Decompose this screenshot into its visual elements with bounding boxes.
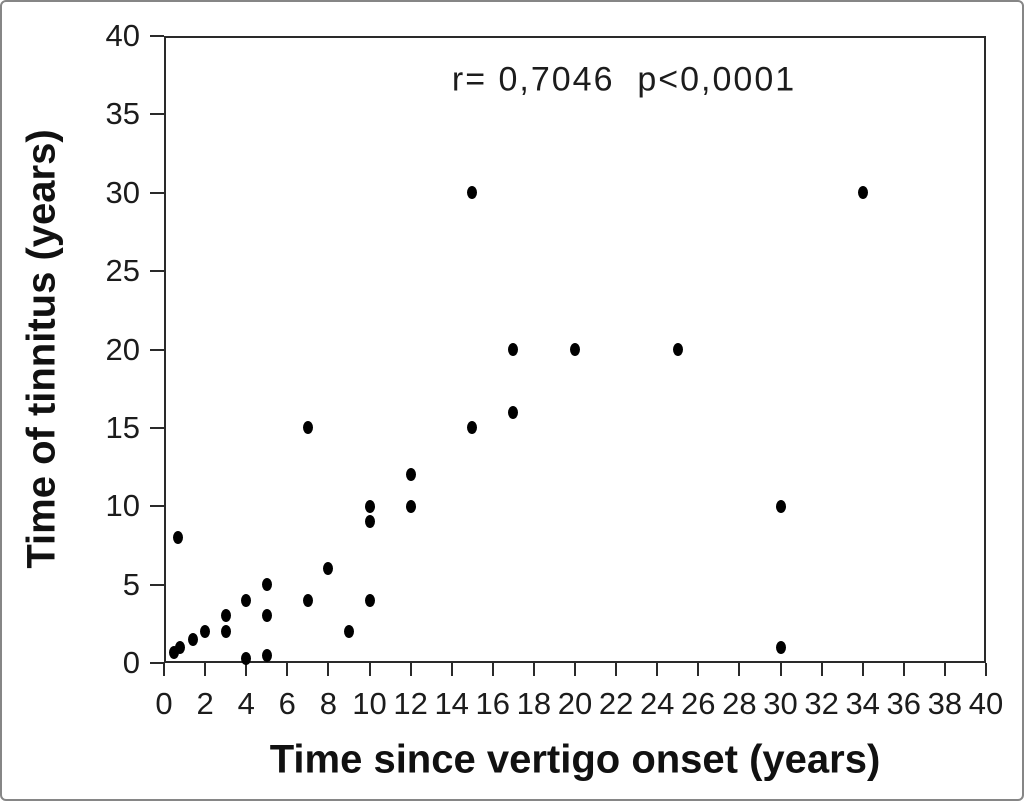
data-point [169, 645, 180, 659]
x-tick-label: 22 [598, 686, 634, 721]
x-axis-tick [204, 663, 207, 676]
data-point [323, 562, 334, 576]
y-axis-tick [150, 270, 164, 273]
data-point [508, 405, 519, 419]
x-axis-title: Time since vertigo onset (years) [269, 737, 881, 782]
x-tick-label: 8 [319, 686, 338, 721]
y-axis-tick [150, 348, 164, 351]
data-point [775, 640, 786, 654]
data-point [343, 625, 354, 639]
y-tick-label: 5 [122, 566, 140, 602]
data-point [200, 625, 211, 639]
y-tick-label: 0 [122, 645, 140, 680]
x-axis-tick [532, 663, 535, 676]
data-point [302, 593, 313, 607]
x-axis-tick [820, 663, 823, 676]
data-point [467, 186, 478, 200]
x-axis-tick [985, 663, 987, 676]
x-axis-tick [697, 663, 700, 676]
y-axis-tick [150, 35, 164, 37]
y-axis-tick [150, 113, 164, 116]
x-axis-tick [861, 663, 864, 676]
data-point [261, 609, 272, 623]
data-point [857, 186, 868, 200]
x-tick-label: 6 [278, 686, 296, 721]
data-point [364, 515, 375, 529]
data-point [405, 468, 416, 482]
x-tick-label: 36 [886, 686, 922, 721]
data-point [302, 421, 313, 435]
x-axis-tick [779, 663, 782, 676]
x-axis-tick [286, 663, 289, 676]
x-axis-tick [656, 663, 659, 676]
x-tick-label: 0 [155, 686, 173, 721]
data-point [261, 648, 272, 662]
data-point [672, 343, 683, 356]
x-axis-tick [902, 663, 905, 676]
correlation-annotation: r= 0,7046 p<0,0001 [451, 60, 797, 99]
y-tick-label: 30 [105, 174, 140, 210]
x-axis-tick [738, 663, 741, 676]
x-tick-label: 16 [475, 686, 511, 721]
x-axis-tick [943, 663, 946, 676]
x-axis-tick [327, 663, 330, 676]
y-axis-tick [150, 426, 164, 429]
x-axis-tick [574, 663, 576, 676]
y-tick-label: 40 [105, 18, 140, 53]
x-tick-label: 20 [557, 686, 593, 721]
data-point [241, 651, 252, 665]
x-tick-label: 30 [763, 686, 798, 721]
data-point [241, 593, 252, 607]
x-tick-label: 12 [393, 686, 428, 721]
x-axis-tick [491, 663, 494, 676]
y-axis-tick [150, 662, 164, 664]
y-tick-label: 20 [105, 331, 140, 367]
y-tick-label: 10 [105, 488, 140, 524]
data-point [467, 421, 478, 435]
data-point [220, 609, 231, 623]
data-point [173, 531, 184, 545]
x-tick-label: 10 [352, 686, 387, 721]
x-tick-label: 28 [722, 686, 757, 721]
data-point [175, 640, 186, 654]
y-tick-label: 35 [105, 96, 140, 132]
x-tick-label: 34 [845, 686, 880, 721]
data-point [187, 632, 198, 646]
data-point [775, 499, 786, 513]
x-axis-tick [409, 663, 412, 676]
x-axis-tick [450, 663, 453, 676]
x-axis-tick [163, 663, 165, 676]
y-tick-label: 15 [105, 409, 140, 445]
data-point [220, 625, 231, 639]
x-tick-label: 14 [434, 686, 469, 721]
data-point [508, 343, 519, 356]
x-tick-label: 4 [237, 686, 255, 721]
x-axis-tick [368, 663, 371, 676]
x-tick-label: 32 [804, 686, 839, 721]
y-axis-title: Time of tinnitus (years) [19, 129, 64, 569]
data-point [261, 578, 272, 592]
x-tick-label: 26 [681, 686, 716, 721]
data-point [405, 499, 416, 513]
data-point [570, 343, 580, 356]
x-tick-label: 40 [968, 686, 1004, 721]
y-axis-tick [150, 583, 164, 586]
y-axis-tick [150, 191, 164, 194]
x-tick-label: 18 [516, 686, 552, 721]
data-point [364, 499, 375, 513]
x-axis-tick [615, 663, 618, 676]
x-axis-tick [245, 663, 248, 676]
x-tick-label: 2 [196, 686, 214, 721]
data-point [364, 593, 375, 607]
x-tick-label: 24 [639, 686, 675, 721]
x-tick-label: 38 [927, 686, 963, 721]
y-tick-label: 25 [105, 253, 140, 289]
y-axis-tick [150, 505, 164, 508]
